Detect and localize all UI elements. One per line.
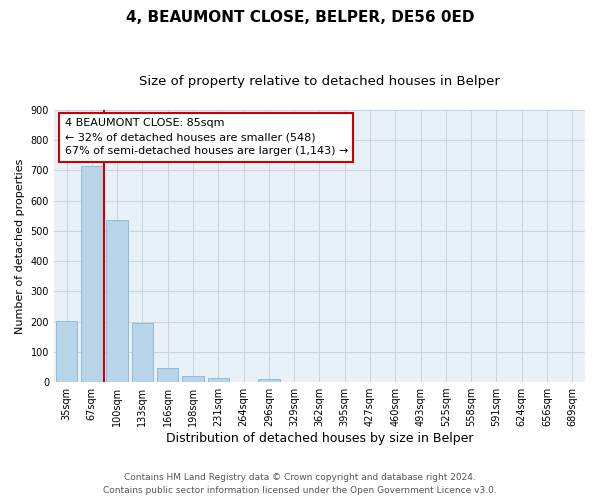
Bar	[157, 368, 178, 382]
Title: Size of property relative to detached houses in Belper: Size of property relative to detached ho…	[139, 75, 500, 88]
Bar	[208, 378, 229, 382]
Y-axis label: Number of detached properties: Number of detached properties	[15, 158, 25, 334]
Bar	[258, 380, 280, 382]
Bar	[182, 376, 204, 382]
Text: Contains HM Land Registry data © Crown copyright and database right 2024.
Contai: Contains HM Land Registry data © Crown c…	[103, 474, 497, 495]
Bar	[131, 324, 153, 382]
Bar	[81, 166, 103, 382]
Bar	[106, 220, 128, 382]
Bar	[56, 320, 77, 382]
Text: 4, BEAUMONT CLOSE, BELPER, DE56 0ED: 4, BEAUMONT CLOSE, BELPER, DE56 0ED	[126, 10, 474, 25]
Text: 4 BEAUMONT CLOSE: 85sqm
← 32% of detached houses are smaller (548)
67% of semi-d: 4 BEAUMONT CLOSE: 85sqm ← 32% of detache…	[65, 118, 348, 156]
X-axis label: Distribution of detached houses by size in Belper: Distribution of detached houses by size …	[166, 432, 473, 445]
